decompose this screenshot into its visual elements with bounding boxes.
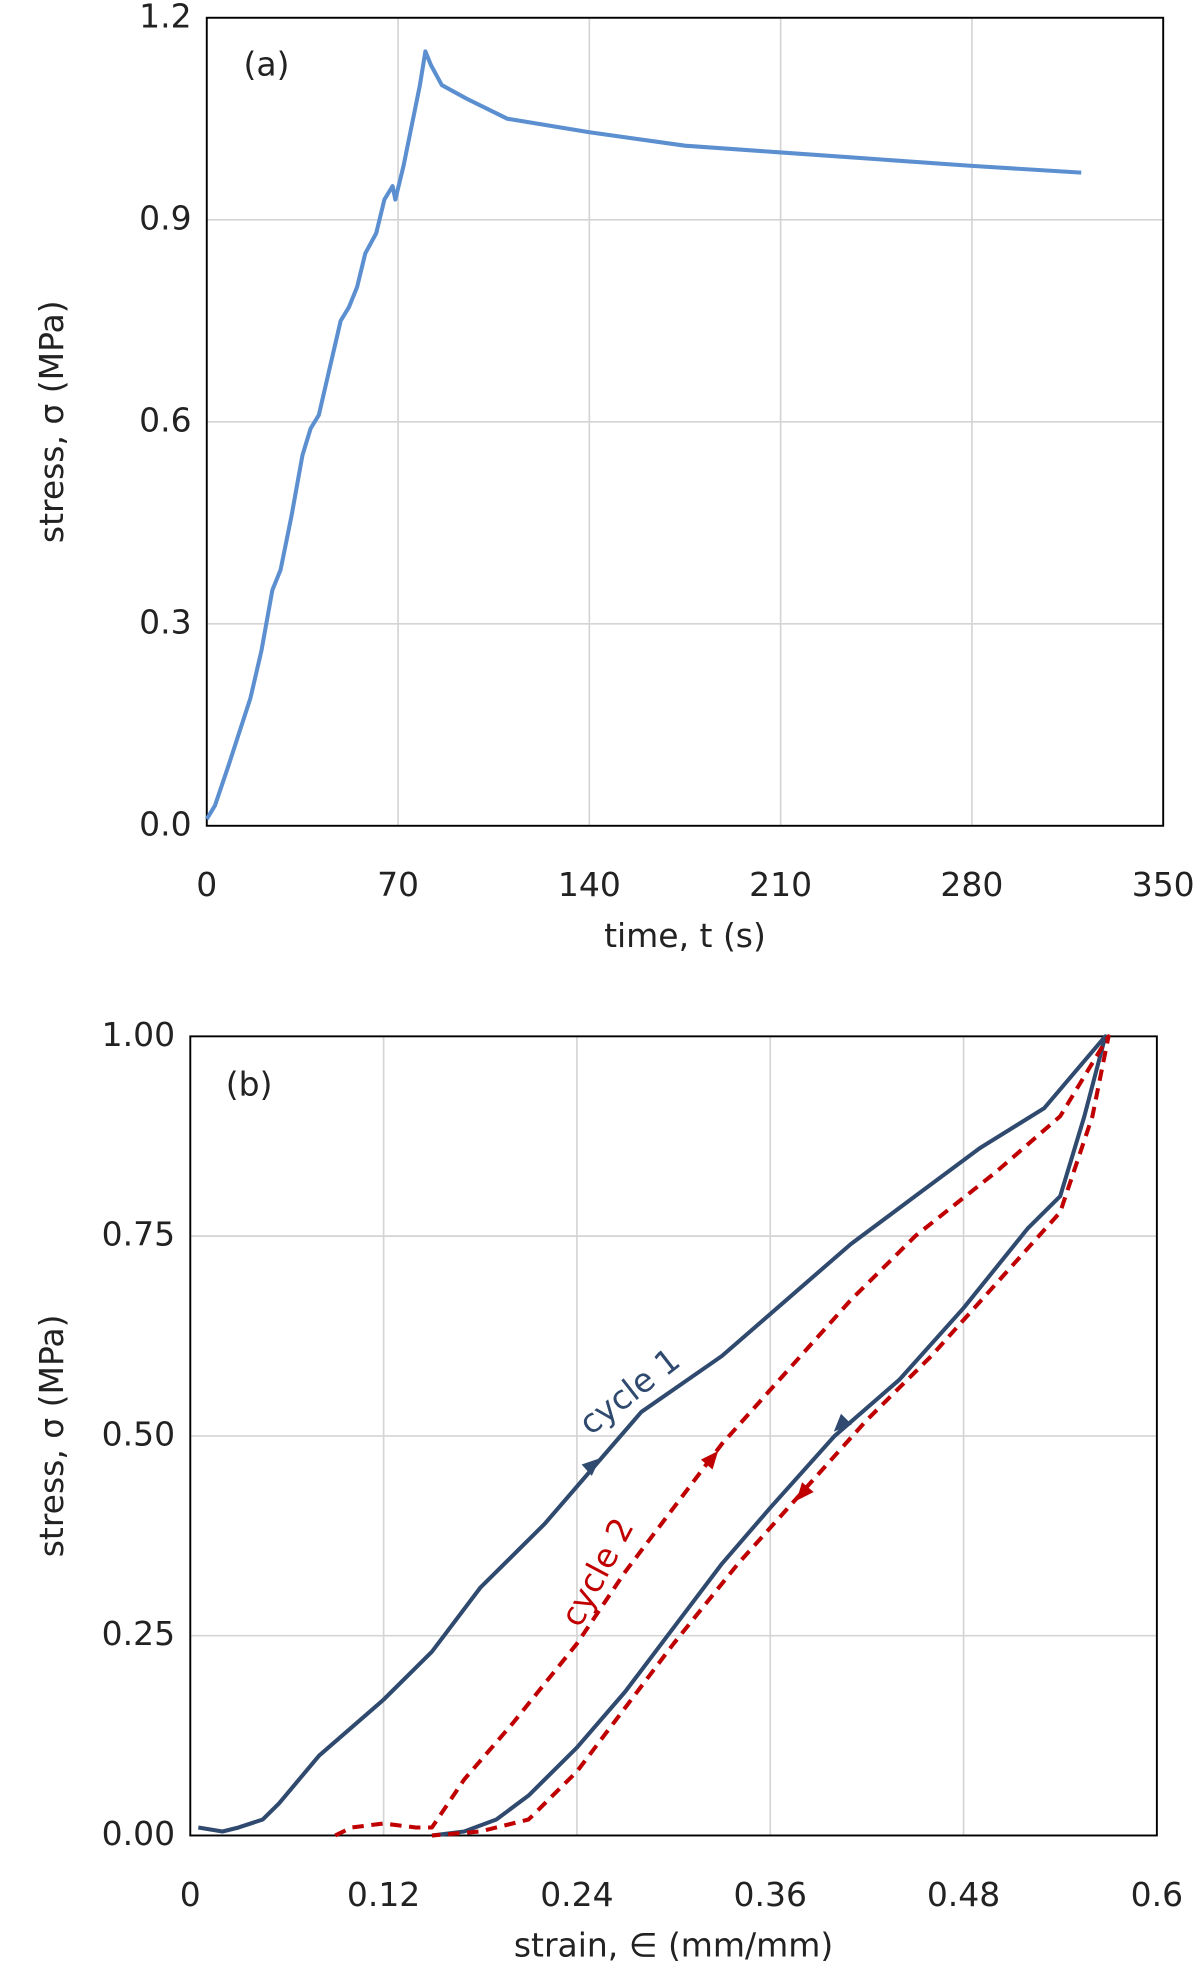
- x-tick-label: 280: [940, 865, 1003, 904]
- arrow: [833, 1413, 852, 1432]
- y-tick-label: 0.00: [102, 1814, 175, 1853]
- series-line: [205, 49, 1082, 821]
- chart: 0 0.12 0.24 0.36 0.48 0.6 0.00 0.25 0.50 0.75 1.00…: [32, 1015, 1183, 1965]
- x-tick-label: 350: [1132, 865, 1195, 904]
- y-tick-label: 1.2: [139, 0, 191, 35]
- x-tick-label: 70: [377, 865, 419, 904]
- y-tick-label: 0.25: [102, 1614, 175, 1653]
- x-tick-label: 0: [196, 865, 217, 904]
- y-tick-label: 0.50: [102, 1414, 175, 1453]
- y-tick-label: 0.0: [139, 804, 191, 843]
- series-line: [334, 1034, 1111, 1838]
- y-tick-label: 0.6: [139, 400, 191, 439]
- x-tick-label: 210: [749, 865, 812, 904]
- x-tick-label: 0.36: [734, 1875, 807, 1914]
- plot-frame: [205, 16, 1165, 827]
- plot-frame: [189, 1035, 1158, 1837]
- x-tick-label: 0.6: [1131, 1875, 1183, 1914]
- panel-label: (b): [226, 1064, 273, 1103]
- y-axis-label: stress, σ (MPa): [32, 300, 71, 543]
- y-tick-label: 0.3: [139, 602, 191, 641]
- x-tick-label: 0.12: [347, 1875, 420, 1914]
- x-tick-label: 140: [558, 865, 621, 904]
- y-tick-label: 0.9: [139, 198, 191, 237]
- x-axis-label: time, t (s): [604, 916, 766, 955]
- chart: 0 70 140 210 280 350 0.0 0.3 0.6 0.9 1.2 time, t (s…: [32, 0, 1195, 955]
- x-axis-label: strain, ∈ (mm/mm): [514, 1926, 833, 1965]
- x-tick-label: 0.24: [540, 1875, 613, 1914]
- y-tick-label: 0.75: [102, 1215, 175, 1254]
- series-line: [198, 1034, 1108, 1838]
- panel-label: (a): [244, 44, 290, 83]
- x-tick-label: 0.48: [927, 1875, 1000, 1914]
- x-tick-label: 0: [180, 1875, 201, 1914]
- y-tick-label: 1.00: [102, 1015, 175, 1054]
- y-axis-label: stress, σ (MPa): [32, 1315, 71, 1558]
